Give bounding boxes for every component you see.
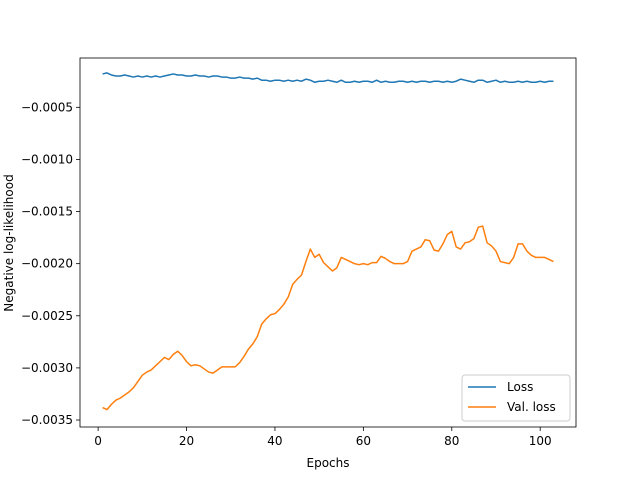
legend-label: Val. loss: [507, 400, 556, 414]
y-tick-label: −0.0030: [21, 361, 73, 375]
y-tick-label: −0.0020: [21, 257, 73, 271]
x-axis-label: Epochs: [307, 456, 350, 470]
y-tick-label: −0.0010: [21, 152, 73, 166]
y-tick-label: −0.0025: [21, 309, 73, 323]
line-series: [102, 225, 554, 411]
legend-label: Loss: [507, 380, 533, 394]
x-tick-label: 0: [94, 434, 102, 448]
x-tick-label: 80: [444, 434, 459, 448]
y-tick-label: −0.0005: [21, 100, 73, 114]
x-tick-label: 20: [179, 434, 194, 448]
x-tick-label: 100: [529, 434, 552, 448]
plot-frame: [79, 57, 577, 428]
x-tick-label: 60: [356, 434, 371, 448]
y-tick-label: −0.0015: [21, 205, 73, 219]
y-axis-label: Negative log-likelihood: [2, 174, 16, 311]
x-tick-label: 40: [267, 434, 282, 448]
y-tick-label: −0.0035: [21, 413, 73, 427]
line-series: [102, 72, 554, 84]
